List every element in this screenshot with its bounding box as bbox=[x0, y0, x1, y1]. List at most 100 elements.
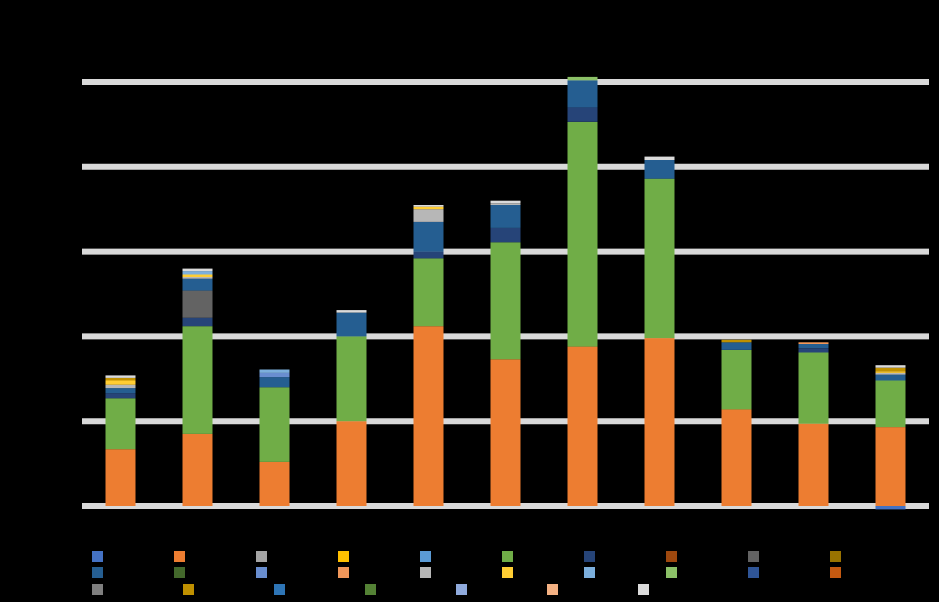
bar-segment-cat1-series7 bbox=[105, 393, 136, 399]
bar-segment-cat3-series2 bbox=[259, 461, 290, 506]
legend-swatch bbox=[547, 583, 558, 595]
bar-segment-cat5-series15 bbox=[413, 209, 444, 222]
legend-swatch bbox=[666, 550, 677, 562]
legend-label: Series 11 bbox=[106, 567, 144, 578]
legend-swatch bbox=[174, 567, 185, 579]
bar-segment-cat7-series7 bbox=[567, 107, 598, 122]
bar-segment-cat4-series27 bbox=[336, 310, 367, 313]
legend: Series 1 Series 2 Series 3 Series 4 Series 5… bbox=[92, 548, 912, 598]
legend-swatch bbox=[584, 567, 595, 579]
bar-segment-cat2-series6 bbox=[182, 326, 213, 434]
legend-item: Series 25 bbox=[456, 581, 547, 598]
legend-label: Series 7 bbox=[598, 551, 632, 562]
bar-segment-cat6-series7 bbox=[490, 227, 521, 243]
legend-swatch bbox=[502, 567, 513, 579]
bar-segment-cat7-series11 bbox=[567, 80, 598, 108]
bar-segment-cat10-series11 bbox=[798, 344, 829, 349]
bar-segment-cat7-series18 bbox=[567, 76, 598, 81]
legend-swatch bbox=[456, 583, 467, 595]
bar-segment-cat6-series2 bbox=[490, 359, 521, 506]
legend-swatch bbox=[420, 567, 431, 579]
legend-item: Series 3 bbox=[256, 548, 338, 565]
bar-segment-cat11-series15 bbox=[875, 372, 906, 375]
bar-segment-cat4-series11 bbox=[336, 312, 367, 337]
legend-swatch bbox=[748, 550, 759, 562]
legend-item: Series 19 bbox=[748, 565, 830, 582]
bar-segment-cat9-series11 bbox=[721, 342, 752, 350]
legend-item: Series 13 bbox=[256, 565, 338, 582]
legend-item: Series 26 bbox=[547, 581, 638, 598]
legend-item: Series 18 bbox=[666, 565, 748, 582]
legend-item: Series 6 bbox=[502, 548, 584, 565]
bar-segment-cat10-series14 bbox=[798, 342, 829, 344]
legend-swatch bbox=[92, 583, 103, 595]
legend-item: Series 23 bbox=[274, 581, 365, 598]
legend-label: Series 17 bbox=[598, 567, 637, 578]
legend-swatch bbox=[365, 583, 376, 595]
legend-row: Series 11 Series 12 Series 13 Series 14 Seri… bbox=[92, 565, 912, 582]
legend-item: Series 16 bbox=[502, 565, 584, 582]
legend-swatch bbox=[830, 550, 841, 562]
legend-label: Series 19 bbox=[762, 567, 801, 578]
legend-swatch bbox=[174, 550, 185, 562]
bar-segment-cat2-series11 bbox=[182, 278, 213, 291]
bars bbox=[105, 76, 906, 510]
legend-item: Series 1 bbox=[92, 548, 174, 565]
legend-label: Series 16 bbox=[516, 567, 555, 578]
bar-segment-cat1-series15 bbox=[105, 384, 136, 389]
bar-segment-cat1-series16 bbox=[105, 380, 136, 385]
legend-item: Series 17 bbox=[584, 565, 666, 582]
bar-segment-cat11-series22 bbox=[875, 367, 906, 372]
legend-label: Series 22 bbox=[197, 584, 236, 595]
legend-swatch bbox=[256, 550, 267, 562]
legend-label: Series 21 bbox=[106, 584, 145, 595]
legend-item: Series 7 bbox=[584, 548, 666, 565]
bar-segment-cat8-series2 bbox=[644, 338, 675, 506]
bar-segment-cat6-series27 bbox=[490, 200, 521, 204]
legend-item: Series 10 bbox=[830, 548, 912, 565]
bar-segment-cat11-series2 bbox=[875, 427, 906, 506]
bar-segment-cat1-series27 bbox=[105, 375, 136, 378]
bar-segment-cat8-series6 bbox=[644, 178, 675, 339]
bar-segment-cat7-series6 bbox=[567, 121, 598, 347]
bar-segment-cat6-series6 bbox=[490, 242, 521, 360]
legend-label: Series 8 bbox=[680, 551, 714, 562]
bar-segment-cat11-series6 bbox=[875, 380, 906, 428]
bar-segment-cat1-series22 bbox=[105, 378, 136, 381]
legend-swatch bbox=[92, 550, 103, 562]
legend-swatch bbox=[502, 550, 513, 562]
bar-segment-cat9-series22 bbox=[721, 339, 752, 343]
bar-segment-cat1-series6 bbox=[105, 398, 136, 450]
legend-item: Series 21 bbox=[92, 581, 183, 598]
legend-label: Series 9 bbox=[762, 551, 796, 562]
bar-segment-cat5-series6 bbox=[413, 258, 444, 327]
legend-swatch bbox=[584, 550, 595, 562]
bar-segment-cat1-series11 bbox=[105, 388, 136, 394]
bar-segment-cat6-series15 bbox=[490, 203, 521, 205]
bar-segment-cat3-series11 bbox=[259, 377, 290, 388]
legend-label: Series 20 bbox=[844, 567, 883, 578]
legend-swatch bbox=[338, 567, 349, 579]
bar-segment-cat3-series17 bbox=[259, 369, 290, 373]
legend-swatch bbox=[256, 567, 267, 579]
bar-segment-cat2-series16 bbox=[182, 274, 213, 277]
bar-segment-cat3-series6 bbox=[259, 387, 290, 462]
legend-label: Series 27 bbox=[652, 584, 691, 595]
legend-item: Series 8 bbox=[666, 548, 748, 565]
legend-label: Series 15 bbox=[434, 567, 473, 578]
legend-item: Series 12 bbox=[174, 565, 256, 582]
bar-segment-cat11-series16 bbox=[875, 371, 906, 373]
legend-label: Series 13 bbox=[270, 567, 309, 578]
legend-swatch bbox=[666, 567, 677, 579]
bar-segment-cat2-series9 bbox=[182, 290, 213, 318]
legend-label: Series 25 bbox=[470, 584, 509, 595]
legend-item: Series 4 bbox=[338, 548, 420, 565]
bar-segment-cat4-series2 bbox=[336, 421, 367, 506]
legend-swatch bbox=[420, 550, 431, 562]
legend-item: Series 24 bbox=[365, 581, 456, 598]
legend-swatch bbox=[338, 550, 349, 562]
legend-label: Series 3 bbox=[270, 551, 304, 562]
legend-label: Series 23 bbox=[288, 584, 327, 595]
legend-label: Series 2 bbox=[188, 551, 222, 562]
